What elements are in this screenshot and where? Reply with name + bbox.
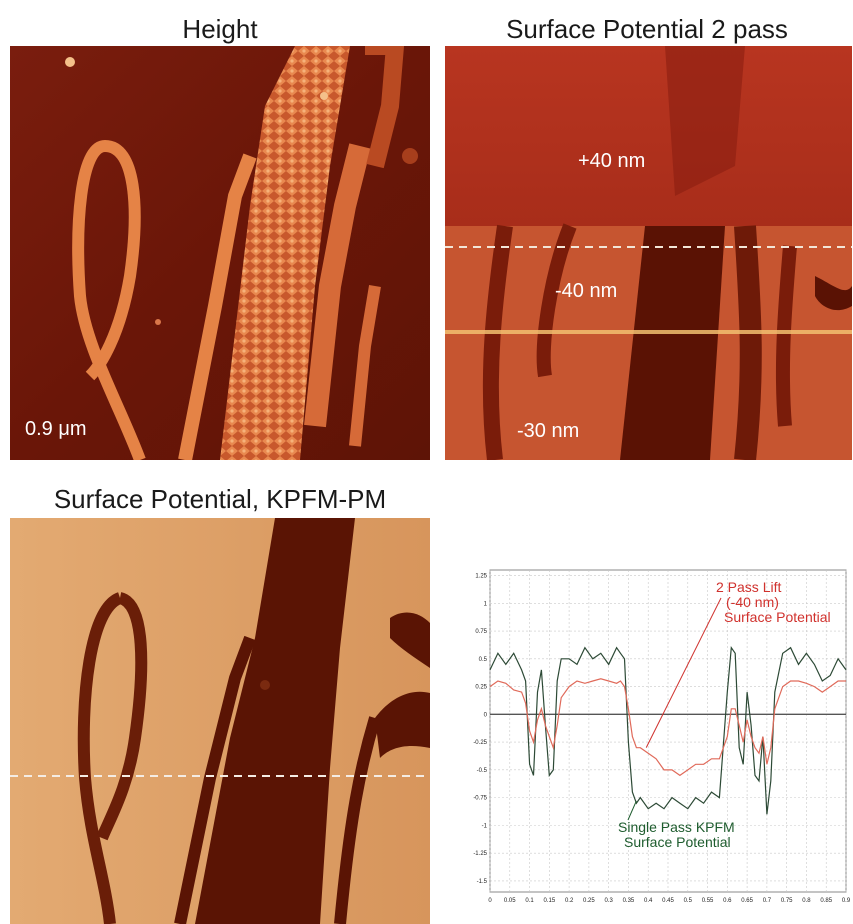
y-tick-label: -0.25 — [473, 740, 487, 746]
annotation-two-pass: (-40 nm) — [726, 594, 779, 610]
y-tick-label: -1.25 — [473, 851, 487, 857]
x-tick-label: 0.4 — [644, 898, 653, 904]
annotation-single-pass: Single Pass KPFM — [618, 819, 735, 835]
x-tick-label: 0.8 — [802, 898, 811, 904]
x-tick-label: 0.5 — [684, 898, 693, 904]
x-tick-label: 0.1 — [525, 898, 534, 904]
chart-series — [489, 646, 847, 815]
x-tick-label: 0 — [488, 898, 492, 904]
annotation-two-pass: Surface Potential — [724, 609, 831, 625]
height-panel-title: Height — [182, 14, 258, 44]
sp2pass-image — [445, 46, 852, 460]
annotation-two-pass: 2 Pass Lift — [716, 579, 781, 595]
x-tick-label: 0.65 — [741, 898, 753, 904]
sp2pass-label-top: +40 nm — [578, 150, 646, 172]
y-tick-label: 0.5 — [479, 657, 488, 663]
chart-grid — [489, 569, 847, 893]
y-tick-label: 0.75 — [475, 629, 487, 635]
y-tick-label: 1.25 — [475, 574, 487, 580]
kpfm-panel-title: Surface Potential, KPFM-PM — [53, 484, 387, 514]
x-tick-label: 0.7 — [763, 898, 772, 904]
y-tick-label: 0 — [484, 712, 488, 718]
x-tick-label: 0.9 — [842, 898, 850, 904]
x-tick-label: 0.6 — [723, 898, 732, 904]
single-pass-series-line — [489, 646, 847, 815]
x-tick-label: 0.2 — [565, 898, 574, 904]
height-image — [10, 46, 430, 460]
sp2pass-label-mid: -40 nm — [555, 280, 618, 302]
x-tick-label: 0.05 — [504, 898, 516, 904]
sp2pass-label-bottom: -30 nm — [517, 420, 580, 442]
annotation-single-pass-leader — [627, 800, 637, 821]
x-tick-label: 0.85 — [820, 898, 832, 904]
y-tick-label: 1 — [484, 601, 488, 607]
potential-profile-svg: 0 0.05 0.1 0.15 0.2 0.25 0.3 0.35 0.4 0.45 0.5 0.55… — [473, 569, 851, 904]
height-scale-label: 0.9 μm — [25, 418, 87, 440]
chart-annotations: 2 Pass Lift(-40 nm)Surface PotentialSing… — [618, 579, 831, 850]
y-tick-label: -0.5 — [477, 768, 488, 774]
x-tick-label: 0.3 — [604, 898, 613, 904]
x-tick-label: 0.75 — [781, 898, 793, 904]
y-tick-label: -0.75 — [473, 796, 487, 802]
x-tick-label: 0.25 — [583, 898, 595, 904]
sp2pass-panel-title: Surface Potential 2 pass — [506, 14, 788, 44]
annotation-two-pass-leader — [645, 597, 722, 748]
y-tick-label: -1.5 — [477, 879, 488, 885]
potential-profile-chart: 0 0.05 0.1 0.15 0.2 0.25 0.3 0.35 0.4 0.45 0.5 0.55… — [466, 562, 851, 906]
x-tick-label: 0.45 — [662, 898, 674, 904]
kpfm-image — [10, 518, 430, 924]
x-tick-label: 0.35 — [623, 898, 635, 904]
chart-ticks: 0 0.05 0.1 0.15 0.2 0.25 0.3 0.35 0.4 0.45 0.5 0.55… — [473, 574, 851, 904]
y-tick-label: 0.25 — [475, 685, 487, 691]
x-tick-label: 0.15 — [543, 898, 555, 904]
y-tick-label: -1 — [482, 823, 488, 829]
two-pass-series-line — [489, 678, 846, 777]
x-tick-label: 0.55 — [702, 898, 714, 904]
annotation-single-pass: Surface Potential — [624, 834, 731, 850]
